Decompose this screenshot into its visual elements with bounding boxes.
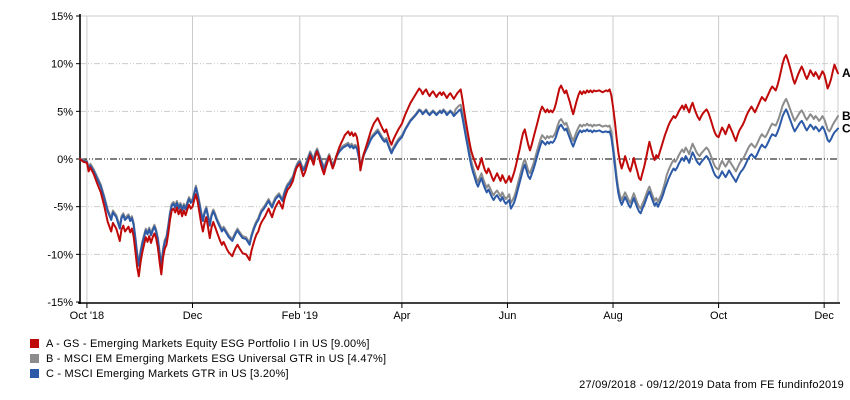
series-line-b [79, 97, 839, 266]
series-end-label-c: C [842, 121, 850, 135]
y-tick-label: 10% [51, 59, 73, 71]
series-end-label-b: B [842, 109, 850, 123]
y-tick-label: -10% [47, 249, 73, 261]
x-tick-label: Apr [393, 310, 410, 322]
series-c-swatch-icon [30, 369, 39, 378]
series-a-swatch-icon [30, 339, 39, 348]
x-tick-label: Dec [814, 310, 834, 322]
x-tick-label: Aug [603, 310, 623, 322]
legend-label-c: C - MSCI Emerging Markets GTR in US [3.2… [46, 367, 289, 380]
y-tick-label: -5% [53, 202, 73, 214]
x-tick-label: Feb '19 [282, 310, 318, 322]
y-tick-label: 0% [57, 154, 73, 166]
legend-label-a: A - GS - Emerging Markets Equity ESG Por… [46, 337, 370, 350]
x-tick-label: Dec [183, 310, 203, 322]
legend-item-a: A - GS - Emerging Markets Equity ESG Por… [30, 336, 386, 351]
series-line-a [79, 54, 839, 278]
series-end-label-a: A [842, 66, 850, 80]
y-tick-label: 15% [51, 11, 73, 23]
legend-item-b: B - MSCI EM Emerging Markets ESG Univers… [30, 351, 386, 366]
chart-legend: A - GS - Emerging Markets Equity ESG Por… [30, 336, 386, 381]
series-line-c [79, 108, 839, 268]
y-tick-label: 5% [57, 106, 73, 118]
legend-item-c: C - MSCI Emerging Markets GTR in US [3.2… [30, 366, 386, 381]
x-tick-label: Oct '18 [70, 310, 105, 322]
x-tick-label: Jun [499, 310, 517, 322]
chart-plot-area: 15% 10% 5% 0% -5% -10% -15%Oct '18 Dec Feb '19 Ap… [47, 11, 850, 322]
y-tick-label: -15% [47, 297, 73, 309]
series-b-swatch-icon [30, 354, 39, 363]
date-range-source-text: 27/09/2018 - 09/12/2019 Data from FE fun… [579, 379, 844, 391]
x-tick-label: Oct [710, 310, 727, 322]
legend-label-b: B - MSCI EM Emerging Markets ESG Univers… [46, 352, 387, 365]
